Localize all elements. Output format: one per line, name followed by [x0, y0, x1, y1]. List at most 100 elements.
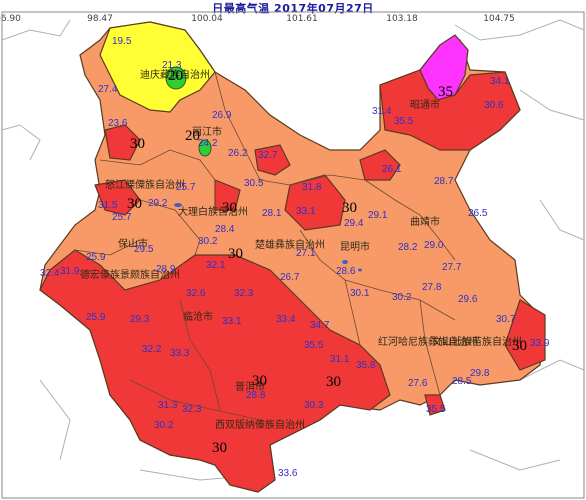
station-temperature: 30.1	[350, 288, 370, 299]
station-temperature: 31.5	[98, 200, 118, 211]
station-temperature: 27.4	[98, 84, 118, 95]
station-labels: 19.5 21.3 27.4 23.6 26.9 24.2 26.2 32.7 25.7 29.2…	[40, 36, 550, 479]
station-temperature: 28.1	[262, 208, 282, 219]
station-temperature: 30.5	[244, 178, 264, 189]
station-temperature: 28.2	[398, 242, 418, 253]
station-temperature: 26.2	[228, 148, 248, 159]
longitude-tick: 96.90	[0, 14, 21, 24]
region-label: 德宏傣族景颇族自治州	[80, 268, 180, 281]
station-temperature: 21.3	[162, 60, 182, 71]
isotherm-label: 30	[512, 338, 527, 354]
station-temperature: 23.6	[108, 118, 128, 129]
isotherm-label: 30	[342, 200, 357, 216]
isotherm-label: 30	[228, 246, 243, 262]
longitude-tick: 104.75	[483, 14, 515, 24]
station-temperature: 26.7	[280, 272, 300, 283]
station-temperature: 30.2	[154, 420, 174, 431]
station-temperature: 26.1	[382, 164, 402, 175]
regions-30-35	[39, 69, 546, 493]
isotherm-label: 20	[168, 68, 183, 84]
station-temperature: 29.6	[458, 294, 478, 305]
station-temperature: 32.2	[142, 344, 162, 355]
isotherm-label: 30	[127, 196, 142, 212]
station-temperature: 32.7	[258, 150, 278, 161]
station-temperature: 34.1	[490, 76, 510, 87]
station-temperature: 35.8	[356, 360, 376, 371]
station-temperature: 31.4	[372, 106, 392, 117]
station-temperature: 35.5	[426, 404, 446, 415]
region-20-25	[165, 66, 187, 90]
region-label: 临沧市	[183, 310, 213, 323]
station-temperature: 27.6	[408, 378, 428, 389]
longitude-tick: 100.04	[191, 14, 223, 24]
station-temperature: 33.1	[222, 316, 242, 327]
station-temperature: 29.2	[148, 198, 168, 209]
region-label: 昭通市	[410, 98, 440, 111]
station-temperature: 25.7	[176, 182, 196, 193]
region-label: 怒江傈僳族自治州	[105, 178, 185, 191]
station-temperature: 33.6	[278, 468, 298, 479]
station-temperature: 32.3	[234, 288, 254, 299]
region-label: 文山壮族苗族自治州	[432, 335, 522, 348]
isotherm-label: 30	[252, 373, 267, 389]
station-temperature: 29.4	[344, 218, 364, 229]
station-temperature: 34.7	[310, 320, 330, 331]
station-temperature: 33.4	[276, 314, 296, 325]
station-temperature: 29.8	[470, 368, 490, 379]
station-temperature: 30.3	[304, 400, 324, 411]
longitude-tick: 98.47	[87, 14, 113, 24]
station-temperature: 30.2	[198, 236, 218, 247]
isotherm-label: 30	[212, 440, 227, 456]
station-temperature: 27.1	[296, 248, 316, 259]
station-temperature: 27.8	[422, 282, 442, 293]
region-label: 普洱市	[235, 380, 265, 393]
station-temperature: 25.9	[86, 252, 106, 263]
station-temperature: 31.9	[60, 266, 80, 277]
longitude-tick: 101.61	[286, 14, 318, 24]
station-temperature: 25.9	[86, 312, 106, 323]
station-temperature: 32.4	[40, 268, 60, 279]
region-label: 保山市	[118, 237, 148, 250]
station-temperature: 28.7	[434, 176, 454, 187]
region-label: 楚雄彝族自治州	[255, 238, 325, 251]
station-temperature: 31.1	[330, 354, 350, 365]
prefecture-borders	[74, 71, 456, 421]
station-temperature: 35.5	[304, 340, 324, 351]
station-temperature: 28.9	[156, 264, 176, 275]
station-temperature: 31.3	[158, 400, 178, 411]
lakes	[174, 203, 362, 272]
isotherm-labels: 20 20 30 30 30 30 30 30 30 30 35 30	[127, 68, 527, 456]
station-temperature: 28.5	[452, 376, 472, 387]
station-temperature: 35.5	[394, 116, 414, 127]
region-label: 红河哈尼族彝族自治州	[378, 335, 478, 348]
station-temperature: 33.1	[296, 206, 316, 217]
region-label: 曲靖市	[410, 215, 440, 228]
station-temperature: 25.7	[112, 212, 132, 223]
station-temperature: 19.5	[112, 36, 132, 47]
isotherm-label: 30	[130, 136, 145, 152]
station-temperature: 29.0	[424, 240, 444, 251]
region-label: 昆明市	[340, 240, 370, 253]
station-temperature: 31.8	[302, 182, 322, 193]
isotherm-label: 35	[438, 84, 453, 100]
station-temperature: 26.9	[212, 110, 232, 121]
station-temperature: 30.7	[496, 314, 516, 325]
station-temperature: 28.8	[246, 390, 266, 401]
map-frame	[1, 11, 585, 499]
isotherm-label: 30	[326, 374, 341, 390]
station-temperature: 29.1	[368, 210, 388, 221]
station-temperature: 29.3	[130, 314, 150, 325]
station-temperature: 32.1	[206, 260, 226, 271]
station-temperature: 30.6	[484, 100, 504, 111]
region-20-25	[198, 139, 212, 157]
region-label: 大理白族自治州	[178, 205, 248, 218]
region-label: 迪庆藏族自治州	[140, 68, 210, 81]
station-temperature: 28.4	[215, 224, 235, 235]
station-temperature: 32.6	[186, 288, 206, 299]
station-temperature: 27.7	[442, 262, 462, 273]
station-temperature: 32.3	[182, 404, 202, 415]
station-temperature: 28.6	[336, 266, 356, 277]
region-below-20	[99, 21, 216, 113]
isotherm-label: 20	[185, 128, 200, 144]
